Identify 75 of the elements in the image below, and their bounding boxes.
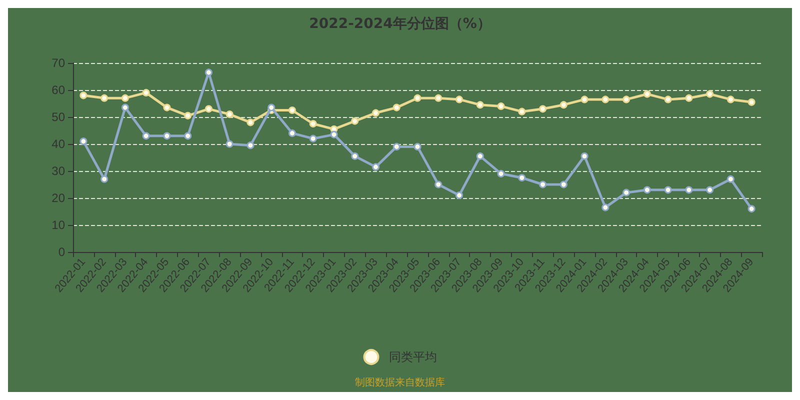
point xyxy=(560,180,568,188)
point xyxy=(643,186,651,194)
point xyxy=(560,101,568,109)
y-tick-label: 0 xyxy=(58,245,66,259)
point xyxy=(372,163,380,171)
point xyxy=(580,152,588,160)
point xyxy=(434,94,442,102)
point xyxy=(518,108,526,116)
y-tick-label: 60 xyxy=(52,83,66,97)
point xyxy=(664,186,672,194)
point xyxy=(226,110,234,118)
point xyxy=(643,90,651,98)
point xyxy=(476,152,484,160)
point xyxy=(184,112,192,120)
y-tick-label: 50 xyxy=(52,110,66,124)
point xyxy=(706,90,714,98)
point xyxy=(351,152,359,160)
point xyxy=(80,138,88,146)
point xyxy=(539,105,547,113)
point xyxy=(622,96,630,104)
point xyxy=(685,94,693,102)
point xyxy=(518,174,526,182)
point xyxy=(142,132,150,140)
y-tick-label: 70 xyxy=(52,56,66,70)
point xyxy=(288,106,296,114)
legend-label: 同类平均 xyxy=(388,350,437,364)
point xyxy=(706,186,714,194)
point xyxy=(288,129,296,137)
point xyxy=(456,96,464,104)
y-tick-label: 10 xyxy=(52,218,66,232)
point xyxy=(434,180,442,188)
point xyxy=(476,101,484,109)
chart-title: 2022-2024年分位图（%） xyxy=(309,16,491,32)
point xyxy=(100,94,108,102)
point xyxy=(392,104,400,112)
point xyxy=(246,142,254,150)
point xyxy=(726,96,734,104)
point xyxy=(497,102,505,110)
text: 制图数据来自数据库 xyxy=(355,376,445,388)
point xyxy=(414,142,422,150)
point xyxy=(685,186,693,194)
point xyxy=(204,68,212,76)
point xyxy=(414,94,422,102)
point xyxy=(226,140,234,148)
point xyxy=(748,98,756,106)
point xyxy=(163,132,171,140)
point xyxy=(330,130,338,138)
point xyxy=(204,105,212,113)
point xyxy=(539,180,547,188)
point xyxy=(80,92,88,100)
point xyxy=(121,94,129,102)
point xyxy=(121,104,129,112)
point xyxy=(351,117,359,125)
point xyxy=(664,96,672,104)
point xyxy=(246,118,254,126)
point xyxy=(163,104,171,112)
point xyxy=(748,205,756,213)
point xyxy=(497,170,505,178)
point xyxy=(602,204,610,212)
point xyxy=(309,120,317,128)
point xyxy=(580,96,588,104)
point xyxy=(142,88,150,96)
y-tick-label: 30 xyxy=(52,164,66,178)
point xyxy=(100,175,108,183)
point xyxy=(622,188,630,196)
point xyxy=(602,96,610,104)
point xyxy=(392,142,400,150)
point xyxy=(726,175,734,183)
point xyxy=(456,192,464,200)
y-tick-label: 20 xyxy=(52,191,66,205)
point xyxy=(309,134,317,142)
y-tick-label: 40 xyxy=(52,137,66,151)
point xyxy=(268,104,276,112)
point xyxy=(372,109,380,117)
point xyxy=(184,132,192,140)
